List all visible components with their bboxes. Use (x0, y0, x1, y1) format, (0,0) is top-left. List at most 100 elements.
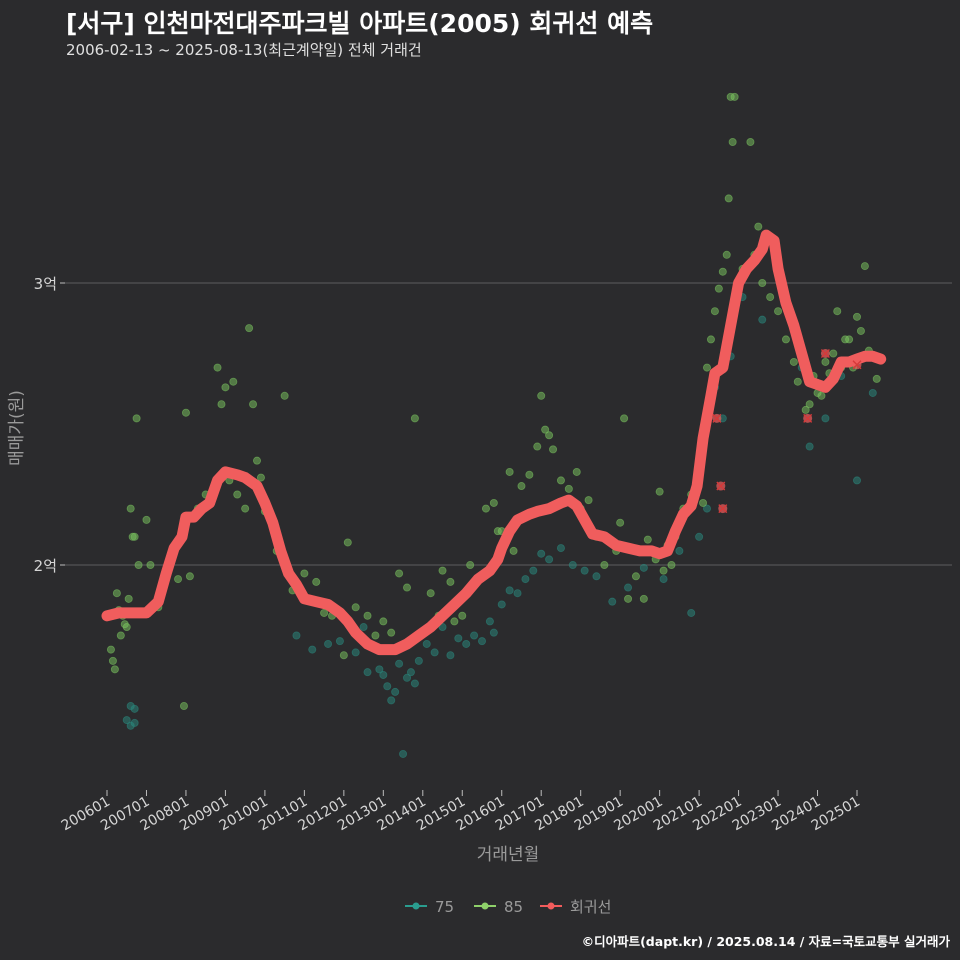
scatter-point-75 (438, 623, 447, 632)
x-axis-label: 거래년월 (477, 845, 540, 865)
scatter-point-75 (608, 597, 617, 606)
scatter-point-85 (229, 377, 238, 386)
scatter-point-75 (695, 532, 704, 541)
legend-dot (481, 902, 489, 910)
scatter-point-85 (805, 400, 814, 409)
chart-title: [서구] 인천마전대주파크빌 아파트(2005) 회귀선 예측 (66, 9, 654, 38)
scatter-point-75 (489, 628, 498, 637)
highlight-cross (716, 481, 726, 491)
scatter-points (106, 92, 881, 758)
scatter-point-85 (181, 408, 190, 417)
scatter-point-85 (600, 561, 609, 570)
scatter-point-85 (343, 538, 352, 547)
scatter-point-85 (245, 324, 254, 333)
legend: 75 85 회귀선 (405, 898, 611, 916)
scatter-point-85 (730, 92, 739, 101)
scatter-point-85 (746, 137, 755, 146)
scatter-point-75 (505, 586, 514, 595)
regression-line (101, 229, 887, 656)
scatter-point-75 (821, 414, 830, 423)
legend-label: 회귀선 (570, 898, 611, 916)
scatter-point-85 (667, 561, 676, 570)
scatter-point-85 (312, 577, 321, 586)
scatter-point-85 (533, 442, 542, 451)
highlight-cross (820, 349, 830, 358)
scatter-point-85 (300, 569, 309, 578)
regression-line-layer (101, 229, 887, 656)
scatter-point-75 (868, 388, 877, 397)
scatter-point-75 (462, 639, 471, 648)
highlight-points (712, 349, 862, 514)
scatter-point-85 (466, 561, 475, 570)
scatter-point-85 (541, 425, 550, 434)
scatter-point-85 (643, 535, 652, 544)
scatter-point-85 (339, 651, 348, 660)
scatter-point-85 (781, 335, 790, 344)
scatter-point-85 (845, 335, 854, 344)
scatter-point-85 (217, 400, 226, 409)
scatter-point-85 (489, 498, 498, 507)
scatter-point-85 (130, 532, 139, 541)
grid-lines (60, 282, 952, 566)
scatter-point-75 (454, 634, 463, 643)
chart-subtitle: 2006-02-13 ~ 2025-08-13(최근계약일) 전체 거래건 (66, 41, 422, 59)
scatter-point-75 (375, 665, 384, 674)
scatter-point-85 (584, 496, 593, 505)
scatter-point-85 (110, 665, 119, 674)
scatter-point-85 (856, 326, 865, 335)
scatter-point-75 (410, 679, 419, 688)
scatter-point-85 (620, 414, 629, 423)
x-ticks: 2006012007012008012009012010012011012012… (59, 790, 863, 834)
scatter-point-85 (108, 656, 117, 665)
scatter-point-85 (320, 608, 329, 617)
scatter-point-85 (789, 357, 798, 366)
y-tick-label: 3억 (34, 275, 57, 293)
scatter-point-85 (525, 470, 534, 479)
scatter-point-85 (631, 572, 640, 581)
scatter-point-85 (249, 400, 258, 409)
scatter-point-75 (580, 566, 589, 575)
scatter-point-75 (324, 639, 333, 648)
scatter-point-85 (655, 487, 664, 496)
scatter-point-85 (659, 566, 668, 575)
scatter-point-75 (122, 716, 131, 725)
scatter-point-85 (766, 293, 775, 302)
scatter-point-85 (185, 572, 194, 581)
scatter-point-85 (537, 391, 546, 400)
scatter-point-75 (853, 476, 862, 485)
scatter-point-85 (252, 456, 261, 465)
scatter-point-85 (572, 467, 581, 476)
scatter-point-85 (728, 137, 737, 146)
scatter-point-75 (335, 637, 344, 646)
scatter-point-75 (363, 668, 372, 677)
scatter-point-75 (130, 704, 139, 713)
scatter-point-85 (860, 262, 869, 271)
scatter-point-85 (438, 566, 447, 575)
scatter-point-85 (829, 349, 838, 358)
source-credit: ©디아파트(dapt.kr) / 2025.08.14 / 자료=국토교통부 실… (581, 934, 950, 949)
scatter-point-75 (592, 572, 601, 581)
legend-label: 75 (435, 898, 454, 916)
legend-dot (412, 902, 420, 910)
scatter-point-85 (351, 603, 360, 612)
scatter-point-75 (639, 563, 648, 572)
y-tick-label: 2억 (34, 557, 57, 575)
highlight-cross (718, 504, 728, 514)
scatter-point-85 (817, 391, 826, 400)
scatter-point-85 (481, 504, 490, 513)
scatter-point-75 (395, 659, 404, 668)
scatter-point-85 (872, 374, 881, 383)
scatter-point-85 (801, 405, 810, 414)
scatter-point-85 (458, 611, 467, 620)
scatter-point-75 (556, 544, 565, 553)
scatter-point-85 (699, 498, 708, 507)
scatter-point-85 (624, 594, 633, 603)
scatter-point-85 (724, 194, 733, 203)
scatter-point-85 (213, 363, 222, 372)
scatter-point-85 (256, 473, 265, 482)
scatter-point-85 (146, 561, 155, 570)
scatter-point-85 (132, 414, 141, 423)
scatter-point-75 (446, 651, 455, 660)
scatter-point-75 (351, 648, 360, 657)
scatter-point-75 (470, 631, 479, 640)
